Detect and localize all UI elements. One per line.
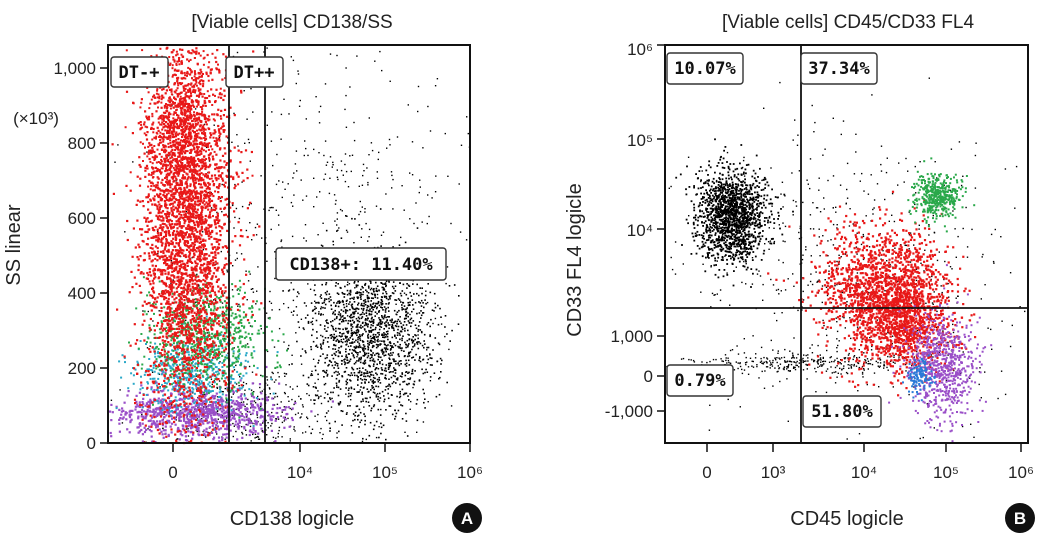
chart-a-y-axis-title: SS linear xyxy=(3,204,25,285)
cd33-positive-cluster xyxy=(675,138,794,288)
x-tick-label: 0 xyxy=(168,463,177,482)
y-tick-label: 1,000 xyxy=(53,59,96,78)
chart-b-y-axis: 10⁶ 10⁵ 10⁴ 1,000 0 -1,000 xyxy=(605,40,665,421)
chart-a-x-axis-title: CD138 logicle xyxy=(230,508,355,530)
panel-a-badge xyxy=(452,503,482,533)
purple-cluster xyxy=(888,264,993,443)
y-tick-label: 600 xyxy=(68,209,96,228)
gate-dt-plus-label: DT++ xyxy=(234,63,275,83)
quadrant-ll-box xyxy=(666,364,734,397)
chart-a-svg: [Viable cells] CD138/SS DT-+ DT++ CD138+… xyxy=(3,12,483,533)
x-tick-label: 10⁴ xyxy=(287,463,313,482)
y-unit-label: (×10³) xyxy=(13,109,59,128)
panel-b-letter: B xyxy=(1014,509,1026,528)
y-tick-label: 400 xyxy=(68,284,96,303)
x-tick-label: 0 xyxy=(702,463,711,482)
gate-dt-minus-label: DT-+ xyxy=(119,63,160,83)
x-tick-label: 10³ xyxy=(761,463,786,482)
gate-cd138-box xyxy=(275,247,447,281)
x-tick-label: 10⁶ xyxy=(457,463,483,482)
quadrant-ll-label: 0.79% xyxy=(674,371,726,391)
y-tick-label: 800 xyxy=(68,134,96,153)
x-tick-label: 10⁵ xyxy=(372,463,398,482)
chart-b-x-axis-title: CD45 logicle xyxy=(790,508,903,530)
quadrant-ur-label: 37.34% xyxy=(808,59,870,79)
chart-a-plot-frame xyxy=(107,44,471,444)
blue-cluster xyxy=(902,354,936,402)
x-tick-label: 10⁶ xyxy=(1008,463,1034,482)
cd138-positive-cluster xyxy=(274,208,460,441)
chart-b-x-axis: 0 10³ 10⁴ 10⁵ 10⁶ xyxy=(702,443,1034,482)
gate-dt-minus-box xyxy=(110,56,169,88)
scatter-events xyxy=(666,347,981,375)
panel-b: [Viable cells] CD45/CD33 FL4 10.07% 37.3… xyxy=(521,0,1042,537)
y-tick-label: 0 xyxy=(644,367,653,386)
chart-a-title: [Viable cells] CD138/SS xyxy=(191,12,392,33)
red-cluster xyxy=(821,248,977,390)
chart-b-y-axis-title: CD33 FL4 logicle xyxy=(564,183,586,336)
gate-dt-plus-box xyxy=(225,56,284,88)
y-tick-label: 0 xyxy=(87,434,96,453)
panel-b-badge xyxy=(1005,503,1035,533)
chart-b-svg: [Viable cells] CD45/CD33 FL4 10.07% 37.3… xyxy=(564,12,1035,533)
x-tick-label: 10⁵ xyxy=(933,463,959,482)
chart-b-events xyxy=(666,76,1026,443)
viable-low-ss-cluster xyxy=(109,365,334,444)
y-tick-label: 1,000 xyxy=(610,327,653,346)
quadrant-ur-box xyxy=(800,52,878,85)
quadrant-ul-label: 10.07% xyxy=(674,59,736,79)
quadrant-lr-box xyxy=(802,395,882,428)
chart-a-events xyxy=(109,46,471,445)
x-tick-label: 10⁴ xyxy=(851,463,877,482)
chart-b-plot-frame xyxy=(664,44,1029,444)
gate-cd138-label: CD138+: 11.40% xyxy=(289,255,433,275)
chart-a-y-axis: 0 200 400 600 800 1,000 xyxy=(53,59,108,453)
panel-a: [Viable cells] CD138/SS DT-+ DT++ CD138+… xyxy=(3,12,483,533)
viable-red-cluster xyxy=(124,47,254,270)
green-cluster xyxy=(907,157,976,233)
y-tick-label: 200 xyxy=(68,359,96,378)
chart-b-title: [Viable cells] CD45/CD33 FL4 xyxy=(722,12,974,33)
y-tick-label: 10⁵ xyxy=(627,131,653,150)
quadrant-ul-box xyxy=(666,52,744,85)
y-tick-label: -1,000 xyxy=(605,402,653,421)
panel-a-letter: A xyxy=(461,509,473,528)
y-tick-label: 10⁶ xyxy=(627,40,653,59)
chart-a-x-axis: 0 10⁴ 10⁵ 10⁶ xyxy=(168,443,483,482)
quadrant-lr-label: 51.80% xyxy=(811,402,873,422)
y-tick-label: 10⁴ xyxy=(627,221,653,240)
